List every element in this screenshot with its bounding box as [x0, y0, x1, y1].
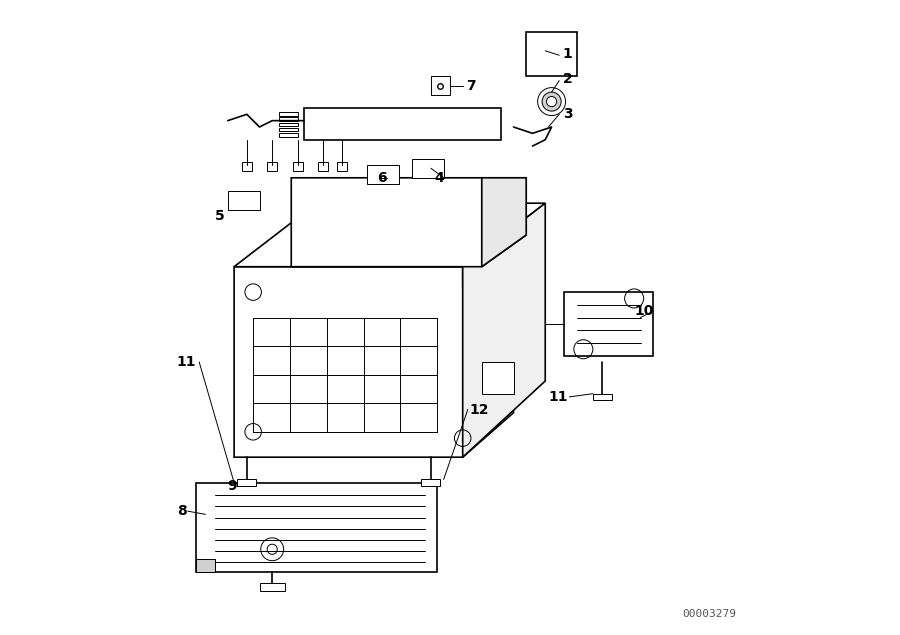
Circle shape — [537, 88, 565, 116]
Polygon shape — [482, 362, 514, 394]
Polygon shape — [421, 479, 440, 486]
Polygon shape — [482, 178, 526, 267]
Polygon shape — [228, 190, 259, 210]
Polygon shape — [279, 123, 298, 126]
Polygon shape — [279, 128, 298, 131]
Text: 9: 9 — [228, 479, 238, 493]
Text: 12: 12 — [469, 403, 489, 417]
Polygon shape — [463, 203, 545, 457]
Polygon shape — [318, 162, 328, 171]
Polygon shape — [431, 76, 450, 95]
Text: 10: 10 — [634, 304, 653, 318]
Polygon shape — [238, 479, 256, 486]
Polygon shape — [412, 159, 444, 178]
Polygon shape — [367, 165, 400, 184]
Text: 8: 8 — [176, 504, 186, 518]
Polygon shape — [267, 162, 277, 171]
Polygon shape — [259, 583, 285, 591]
Polygon shape — [593, 394, 612, 400]
Polygon shape — [242, 162, 252, 171]
Polygon shape — [279, 117, 298, 121]
Polygon shape — [292, 178, 526, 267]
Text: 7: 7 — [466, 79, 475, 93]
Polygon shape — [337, 162, 347, 171]
Polygon shape — [279, 112, 298, 116]
Polygon shape — [292, 162, 302, 171]
Polygon shape — [526, 32, 577, 76]
Text: 6: 6 — [377, 171, 386, 185]
Circle shape — [542, 92, 561, 111]
Text: 4: 4 — [434, 171, 444, 185]
Polygon shape — [196, 483, 437, 572]
Polygon shape — [234, 203, 545, 267]
Polygon shape — [279, 133, 298, 137]
Polygon shape — [564, 292, 653, 356]
Circle shape — [546, 97, 557, 107]
Text: 11: 11 — [176, 355, 196, 369]
Polygon shape — [234, 267, 514, 457]
Text: 3: 3 — [562, 107, 572, 121]
Text: 11: 11 — [548, 390, 568, 404]
Text: 1: 1 — [562, 47, 572, 61]
Text: 2: 2 — [562, 72, 572, 86]
Polygon shape — [196, 559, 215, 572]
Text: 00003279: 00003279 — [682, 609, 736, 619]
Polygon shape — [304, 108, 500, 140]
Text: 5: 5 — [215, 209, 225, 223]
